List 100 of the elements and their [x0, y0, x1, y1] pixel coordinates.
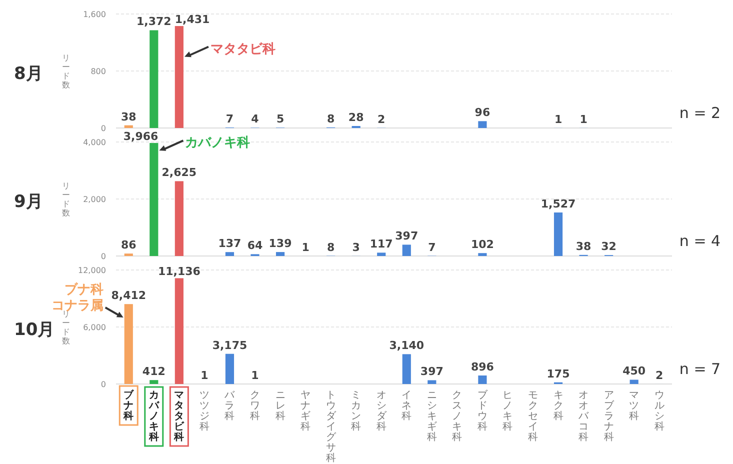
data-label: 1 [554, 112, 562, 126]
data-label: 1,431 [174, 13, 210, 26]
bar [478, 253, 487, 256]
bar [150, 380, 158, 384]
x-tick-label: クスノキ科 [452, 390, 462, 443]
x-tick-label: ウルシ科 [654, 390, 664, 432]
data-label: 397 [395, 230, 418, 243]
x-tick-label: カバノキ科 [148, 390, 160, 443]
data-label: 1 [251, 368, 259, 382]
y-tick-label: 800 [90, 67, 106, 76]
x-tick-label: オオバコ科 [578, 390, 590, 443]
data-label: 896 [470, 360, 494, 374]
data-label: 8 [326, 112, 335, 126]
x-tick-label: ツツジ科 [199, 390, 210, 432]
x-tick-label: ヒノキ科 [502, 390, 513, 432]
x-tick-label: ニレ科 [275, 390, 286, 422]
text: n = 7 [679, 360, 721, 378]
data-label: 4 [251, 112, 260, 126]
x-tick-label: ブナ科 [122, 389, 135, 422]
bar [124, 125, 133, 128]
x-tick-label: オシダ科 [376, 390, 388, 432]
y-tick-label: 4,000 [83, 138, 106, 147]
bar [402, 354, 411, 384]
data-label: 38 [120, 110, 136, 124]
annotation: マタタビ科 [210, 42, 276, 57]
data-label: 96 [474, 106, 490, 120]
data-label: 3,175 [212, 338, 248, 352]
y-tick-label: 1,600 [83, 10, 106, 19]
data-label: 8,412 [111, 289, 146, 302]
data-label: 175 [546, 367, 570, 380]
bar [428, 380, 436, 384]
bar [150, 30, 158, 128]
x-tick-label: クワ科 [250, 390, 260, 422]
bar [630, 380, 638, 384]
data-label: 7 [428, 240, 436, 254]
data-label: 86 [120, 238, 137, 252]
text: 9月 [14, 192, 43, 212]
data-label: 11,136 [158, 265, 201, 278]
data-label: 397 [420, 365, 444, 378]
bar [225, 354, 234, 384]
data-label: 3,966 [123, 130, 159, 143]
y-tick-label: 6,000 [83, 323, 106, 332]
data-label: 5 [276, 112, 284, 126]
bar [174, 181, 184, 256]
data-label: 3,140 [389, 339, 424, 352]
data-label: 1 [200, 368, 208, 382]
text: 8月 [14, 64, 43, 84]
data-label: 8 [326, 240, 335, 254]
text: n = 2 [679, 104, 721, 122]
data-label: 3 [352, 240, 360, 254]
x-tick-label: ミカン科 [351, 390, 362, 432]
data-label: 1 [580, 112, 588, 126]
bar [402, 244, 411, 256]
x-tick-label: イネ科 [402, 390, 412, 422]
bar [478, 121, 487, 128]
x-tick-label: バラ科 [224, 390, 236, 422]
bar [124, 304, 133, 384]
data-label: 117 [370, 238, 393, 251]
data-label: 139 [268, 237, 292, 250]
data-label: 38 [576, 240, 592, 253]
y-tick-label: 0 [100, 380, 106, 389]
y-axis-title: リード数 [62, 54, 70, 90]
data-label: 102 [470, 238, 494, 252]
data-label: 450 [622, 364, 646, 378]
text: 10月 [14, 320, 55, 340]
x-tick-label: ヤナギ科 [300, 390, 311, 432]
data-label: 412 [142, 365, 166, 378]
x-tick-label: アブラナ科 [604, 390, 615, 443]
x-tick-label: トウダイグサ科 [326, 390, 337, 464]
x-tick-label: キク科 [553, 390, 564, 422]
data-label: 2 [656, 368, 664, 382]
x-tick-label: ニシキギ科 [426, 390, 437, 443]
text: n = 4 [679, 232, 721, 250]
x-tick-label: モクセイ科 [528, 390, 538, 443]
data-label: 32 [601, 240, 616, 254]
data-label: 2,625 [162, 166, 197, 180]
y-axis-title: リード数 [62, 310, 70, 346]
bar [377, 252, 386, 256]
data-label: 28 [348, 111, 364, 124]
data-label: 1,527 [540, 197, 576, 210]
y-tick-label: 0 [100, 252, 106, 261]
bar [174, 278, 184, 384]
bar [150, 142, 158, 256]
data-label: 1 [302, 240, 310, 254]
bar [478, 375, 487, 384]
annotation: カバノキ科 [185, 136, 250, 151]
bar [554, 212, 563, 256]
x-tick-label: マツ科 [629, 390, 640, 422]
y-tick-label: 2,000 [83, 195, 106, 204]
data-label: 1,372 [136, 15, 172, 28]
y-tick-label: 0 [100, 124, 106, 133]
data-label: 2 [378, 112, 386, 126]
data-label: 137 [218, 237, 242, 250]
annotation: ブナ科 [64, 282, 104, 298]
y-tick-label: 12,000 [78, 266, 106, 275]
bar [276, 252, 285, 256]
y-axis-title: リード数 [62, 182, 70, 218]
data-label: 7 [226, 112, 234, 126]
data-label: 64 [247, 239, 263, 252]
x-tick-label: マタタビ科 [173, 390, 186, 443]
